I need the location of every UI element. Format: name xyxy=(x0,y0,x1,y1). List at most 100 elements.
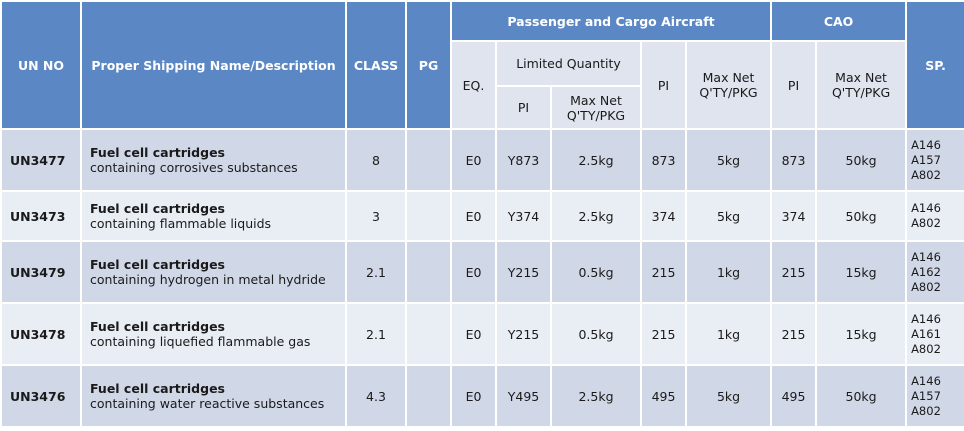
cell: 5kg xyxy=(684,190,773,242)
cell: 1kg xyxy=(684,302,773,366)
un-number: UN3479 xyxy=(0,240,82,304)
header-cell: Limited Quantity xyxy=(495,40,642,87)
class-cell: 3 xyxy=(345,190,407,242)
cell: 215 xyxy=(640,302,687,366)
cell: 495 xyxy=(640,364,687,428)
cell: 2.5kg xyxy=(550,364,642,428)
header-cell: PI xyxy=(770,40,818,130)
sp-code: A802 xyxy=(911,216,941,230)
cell: 5kg xyxy=(684,128,773,192)
sp-code: A157 xyxy=(911,152,941,167)
header-cell: PI xyxy=(640,40,687,130)
cell: 495 xyxy=(770,364,818,428)
table-row: UN3478 Fuel cell cartridges containing liq… xyxy=(0,302,964,366)
cell: 873 xyxy=(640,128,687,192)
name-title: Fuel cell cartridges xyxy=(90,145,225,160)
sp-code: A802 xyxy=(911,403,941,418)
name-description: containing liquefied flammable gas xyxy=(90,334,311,349)
cell: 0.5kg xyxy=(550,240,642,304)
header-cell: EQ. xyxy=(450,40,497,130)
table-row: UN3473 Fuel cell cartridges containing fla… xyxy=(0,190,964,242)
sp-code: A146 xyxy=(911,373,941,388)
shipping-name: Fuel cell cartridges containing hydrogen … xyxy=(80,240,347,304)
name-title: Fuel cell cartridges xyxy=(90,257,225,272)
shipping-name: Fuel cell cartridges containing water rea… xyxy=(80,364,347,428)
header-cell: PI xyxy=(495,85,552,130)
pg-cell xyxy=(405,128,452,192)
table-body: UN3477 Fuel cell cartridges containing cor… xyxy=(0,128,964,428)
cell: Y215 xyxy=(495,240,552,304)
sp-code: A802 xyxy=(911,279,941,294)
pg-cell xyxy=(405,364,452,428)
header-cell: CLASS xyxy=(345,0,407,130)
cell: 374 xyxy=(640,190,687,242)
sp-code: A802 xyxy=(911,341,941,356)
sp-code: A161 xyxy=(911,326,941,341)
un-number: UN3473 xyxy=(0,190,82,242)
cell: 50kg xyxy=(815,364,908,428)
cell: 873 xyxy=(770,128,818,192)
un-number: UN3476 xyxy=(0,364,82,428)
table-row: UN3476 Fuel cell cartridges containing wat… xyxy=(0,364,964,428)
cell: Y374 xyxy=(495,190,552,242)
cell: E0 xyxy=(450,302,497,366)
class-cell: 2.1 xyxy=(345,302,407,366)
pg-cell xyxy=(405,302,452,366)
header-cell: CAO xyxy=(770,0,908,42)
shipping-name: Fuel cell cartridges containing corrosive… xyxy=(80,128,347,192)
class-cell: 8 xyxy=(345,128,407,192)
cell: E0 xyxy=(450,128,497,192)
name-description: containing water reactive substances xyxy=(90,396,325,411)
header-cell: PG xyxy=(405,0,452,130)
cell: 50kg xyxy=(815,190,908,242)
name-title: Fuel cell cartridges xyxy=(90,201,225,216)
sp-code: A146 xyxy=(911,137,941,152)
name-description: containing hydrogen in metal hydride xyxy=(90,272,326,287)
cell: 15kg xyxy=(815,302,908,366)
name-description: containing corrosives substances xyxy=(90,160,298,175)
cell: 215 xyxy=(770,302,818,366)
table-row: UN3477 Fuel cell cartridges containing cor… xyxy=(0,128,964,192)
cell: 374 xyxy=(770,190,818,242)
shipping-name: Fuel cell cartridges containing liquefied… xyxy=(80,302,347,366)
cell: 2.5kg xyxy=(550,190,642,242)
cell: E0 xyxy=(450,240,497,304)
table-row: UN3479 Fuel cell cartridges containing hyd… xyxy=(0,240,964,304)
name-title: Fuel cell cartridges xyxy=(90,381,225,396)
name-description: containing flammable liquids xyxy=(90,216,272,231)
cell: Y873 xyxy=(495,128,552,192)
pg-cell xyxy=(405,190,452,242)
header-cell: SP. xyxy=(905,0,964,130)
cell: 50kg xyxy=(815,128,908,192)
cell: Y495 xyxy=(495,364,552,428)
header-cell: Passenger and Cargo Aircraft xyxy=(449,0,773,42)
sp-code: A157 xyxy=(911,388,941,403)
sp-cell: A146 A157 A802 xyxy=(905,128,964,192)
header-cell: Max Net Q'TY/PKG xyxy=(815,40,908,130)
cell: 2.5kg xyxy=(550,128,642,192)
un-number: UN3477 xyxy=(0,128,82,192)
cell: 5kg xyxy=(684,364,773,428)
header-cell: Max Net Q'TY/PKG xyxy=(550,85,642,130)
cell: 0.5kg xyxy=(550,302,642,366)
sp-code: A146 xyxy=(911,311,941,326)
cell: E0 xyxy=(450,190,497,242)
cell: 15kg xyxy=(815,240,908,304)
cell: 215 xyxy=(640,240,687,304)
sp-code: A802 xyxy=(911,167,941,182)
sp-cell: A146 A802 xyxy=(905,190,964,242)
sp-code: A162 xyxy=(911,264,941,279)
class-cell: 4.3 xyxy=(345,364,407,428)
cell: 215 xyxy=(770,240,818,304)
sp-cell: A146 A157 A802 xyxy=(905,364,964,428)
sp-code: A146 xyxy=(911,249,941,264)
cell: E0 xyxy=(450,364,497,428)
cell: 1kg xyxy=(684,240,773,304)
header-cell: Max Net Q'TY/PKG xyxy=(684,40,773,130)
shipping-name: Fuel cell cartridges containing flammable… xyxy=(80,190,347,242)
cell: Y215 xyxy=(495,302,552,366)
un-number: UN3478 xyxy=(0,302,82,366)
header-cell: Proper Shipping Name/Description xyxy=(80,0,347,130)
